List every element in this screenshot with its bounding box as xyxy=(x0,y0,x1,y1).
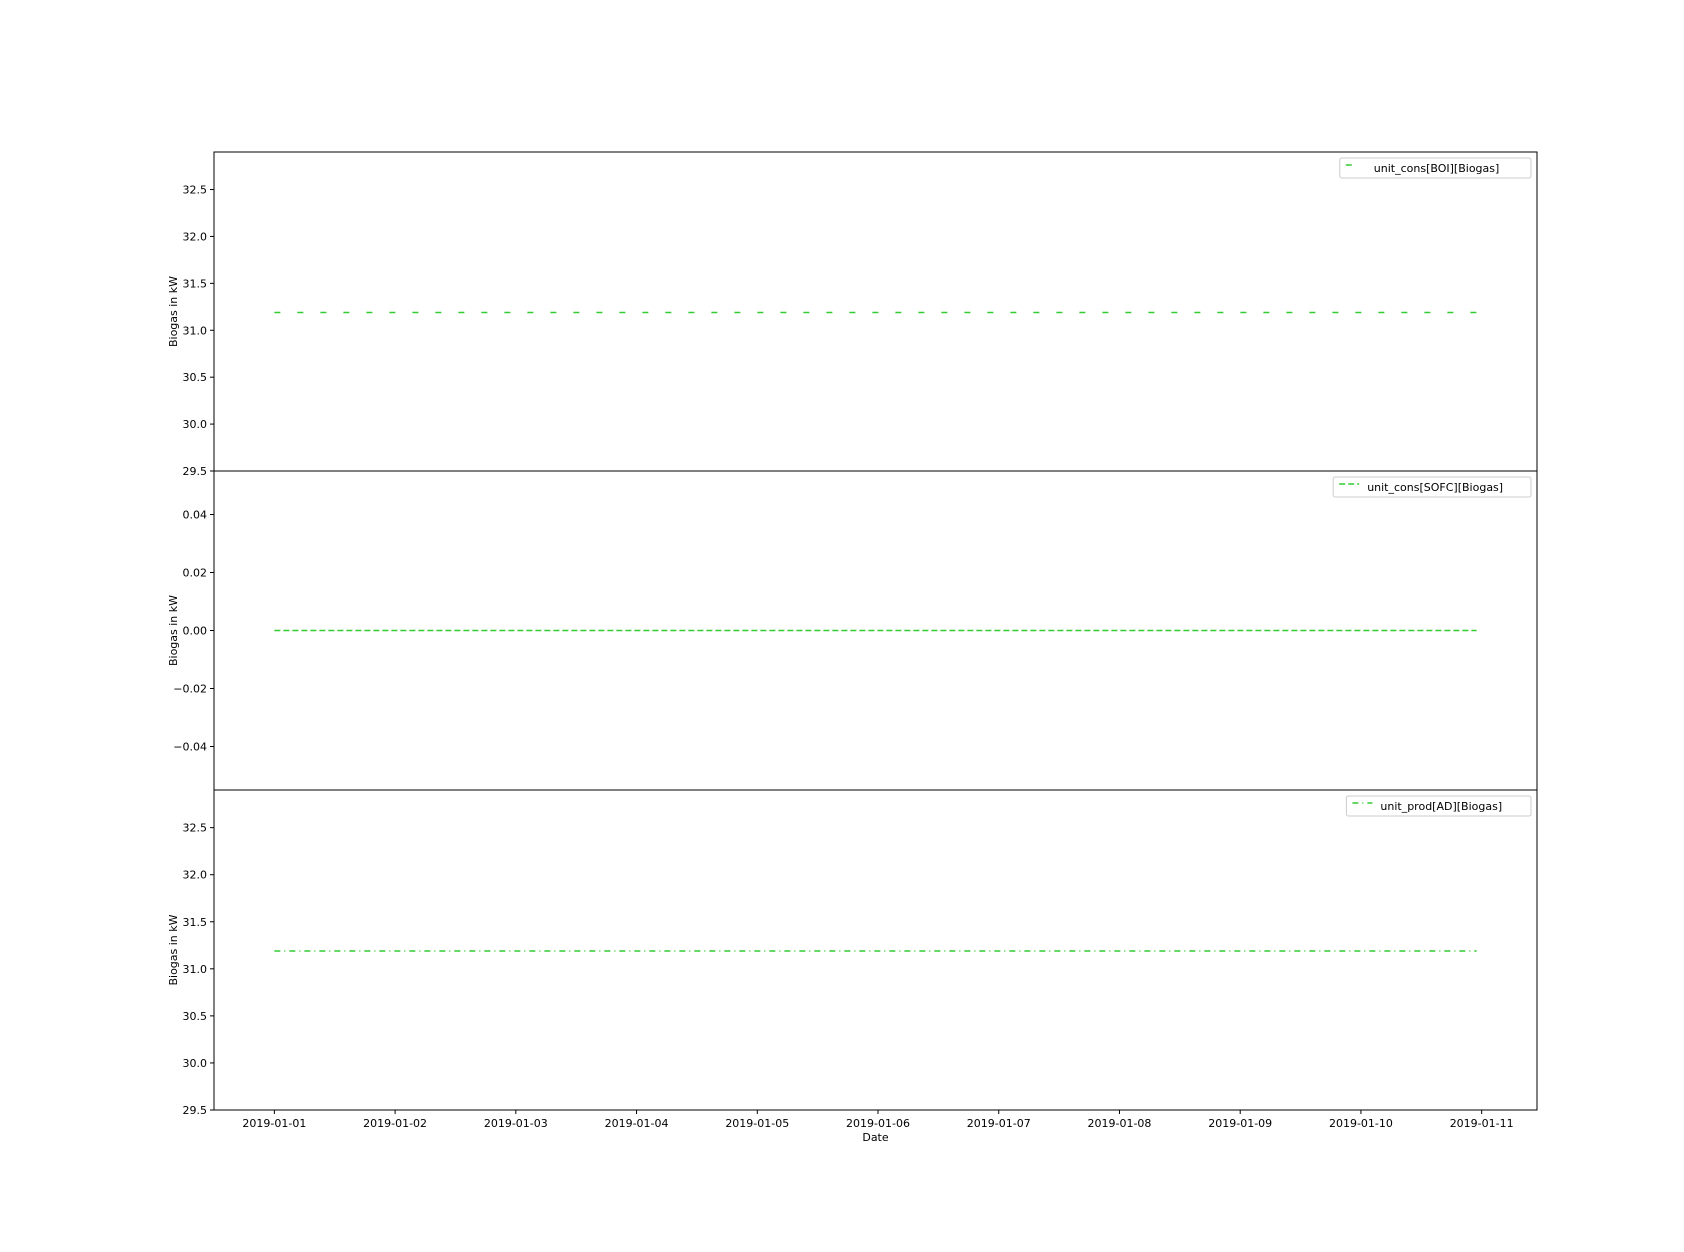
y-tick-label: 30.5 xyxy=(183,371,208,384)
x-tick-label: 2019-01-05 xyxy=(725,1117,789,1130)
y-tick-label: 32.5 xyxy=(183,184,208,197)
x-tick-label: 2019-01-07 xyxy=(967,1117,1031,1130)
y-tick-label: 0.00 xyxy=(183,625,208,638)
y-tick-label: 31.5 xyxy=(183,277,208,290)
legend: unit_cons[BOI][Biogas] xyxy=(1339,157,1532,179)
y-tick-label: 29.5 xyxy=(183,1104,208,1117)
x-tick-label: 2019-01-06 xyxy=(846,1117,910,1130)
x-tick-label: 2019-01-10 xyxy=(1329,1117,1393,1130)
y-axis-label: Biogas in kW xyxy=(167,914,180,985)
x-tick-label: 2019-01-08 xyxy=(1088,1117,1152,1130)
x-tick-label: 2019-01-11 xyxy=(1450,1117,1514,1130)
y-axis-label: Biogas in kW xyxy=(167,595,180,666)
x-tick-label: 2019-01-04 xyxy=(605,1117,669,1130)
y-tick-label: 31.5 xyxy=(183,916,208,929)
x-axis-label: Date xyxy=(862,1131,889,1144)
y-tick-label: 32.5 xyxy=(183,822,208,835)
y-tick-label: 32.0 xyxy=(183,869,208,882)
x-tick-label: 2019-01-09 xyxy=(1208,1117,1272,1130)
legend-label: unit_prod[AD][Biogas] xyxy=(1380,800,1502,813)
axes-frame xyxy=(213,151,1538,472)
y-tick-label: 32.0 xyxy=(183,230,208,243)
y-tick-label: 30.0 xyxy=(183,418,208,431)
legend-label: unit_cons[BOI][Biogas] xyxy=(1374,162,1500,175)
subplot-3: 29.5 30.0 30.5 31.0 31.5 32.0 32.5 Biogas in kW… xyxy=(167,789,1538,1117)
legend-label: unit_cons[SOFC][Biogas] xyxy=(1367,481,1503,494)
y-tick-label: 30.0 xyxy=(183,1057,208,1070)
y-tick-label: 31.0 xyxy=(183,963,208,976)
y-tick-label: −0.04 xyxy=(173,741,207,754)
y-tick-label: 0.04 xyxy=(183,509,208,522)
x-axis: 2019-01-01 2019-01-02 2019-01-03 2019-01-04… xyxy=(242,1110,1514,1144)
axes-frame xyxy=(213,789,1538,1111)
legend: unit_cons[SOFC][Biogas] xyxy=(1332,476,1532,498)
x-tick-label: 2019-01-03 xyxy=(484,1117,548,1130)
x-tick-label: 2019-01-02 xyxy=(363,1117,427,1130)
legend-box xyxy=(1345,795,1532,817)
y-tick-label: −0.02 xyxy=(173,683,207,696)
subplot-1: 29.5 30.0 30.5 31.0 31.5 32.0 32.5 Biogas in kW… xyxy=(167,151,1538,478)
x-tick-label: 2019-01-01 xyxy=(242,1117,306,1130)
legend: unit_prod[AD][Biogas] xyxy=(1345,795,1532,817)
y-tick-label: 31.0 xyxy=(183,324,208,337)
y-tick-label: 0.02 xyxy=(183,567,208,580)
y-tick-label: 29.5 xyxy=(183,465,208,478)
legend-box xyxy=(1339,157,1532,179)
legend-box xyxy=(1332,476,1532,498)
y-axis-label: Biogas in kW xyxy=(167,276,180,347)
subplot-2: −0.04 −0.02 0.00 0.02 0.04 Biogas in kW unit_c… xyxy=(167,470,1538,791)
y-tick-label: 30.5 xyxy=(183,1010,208,1023)
